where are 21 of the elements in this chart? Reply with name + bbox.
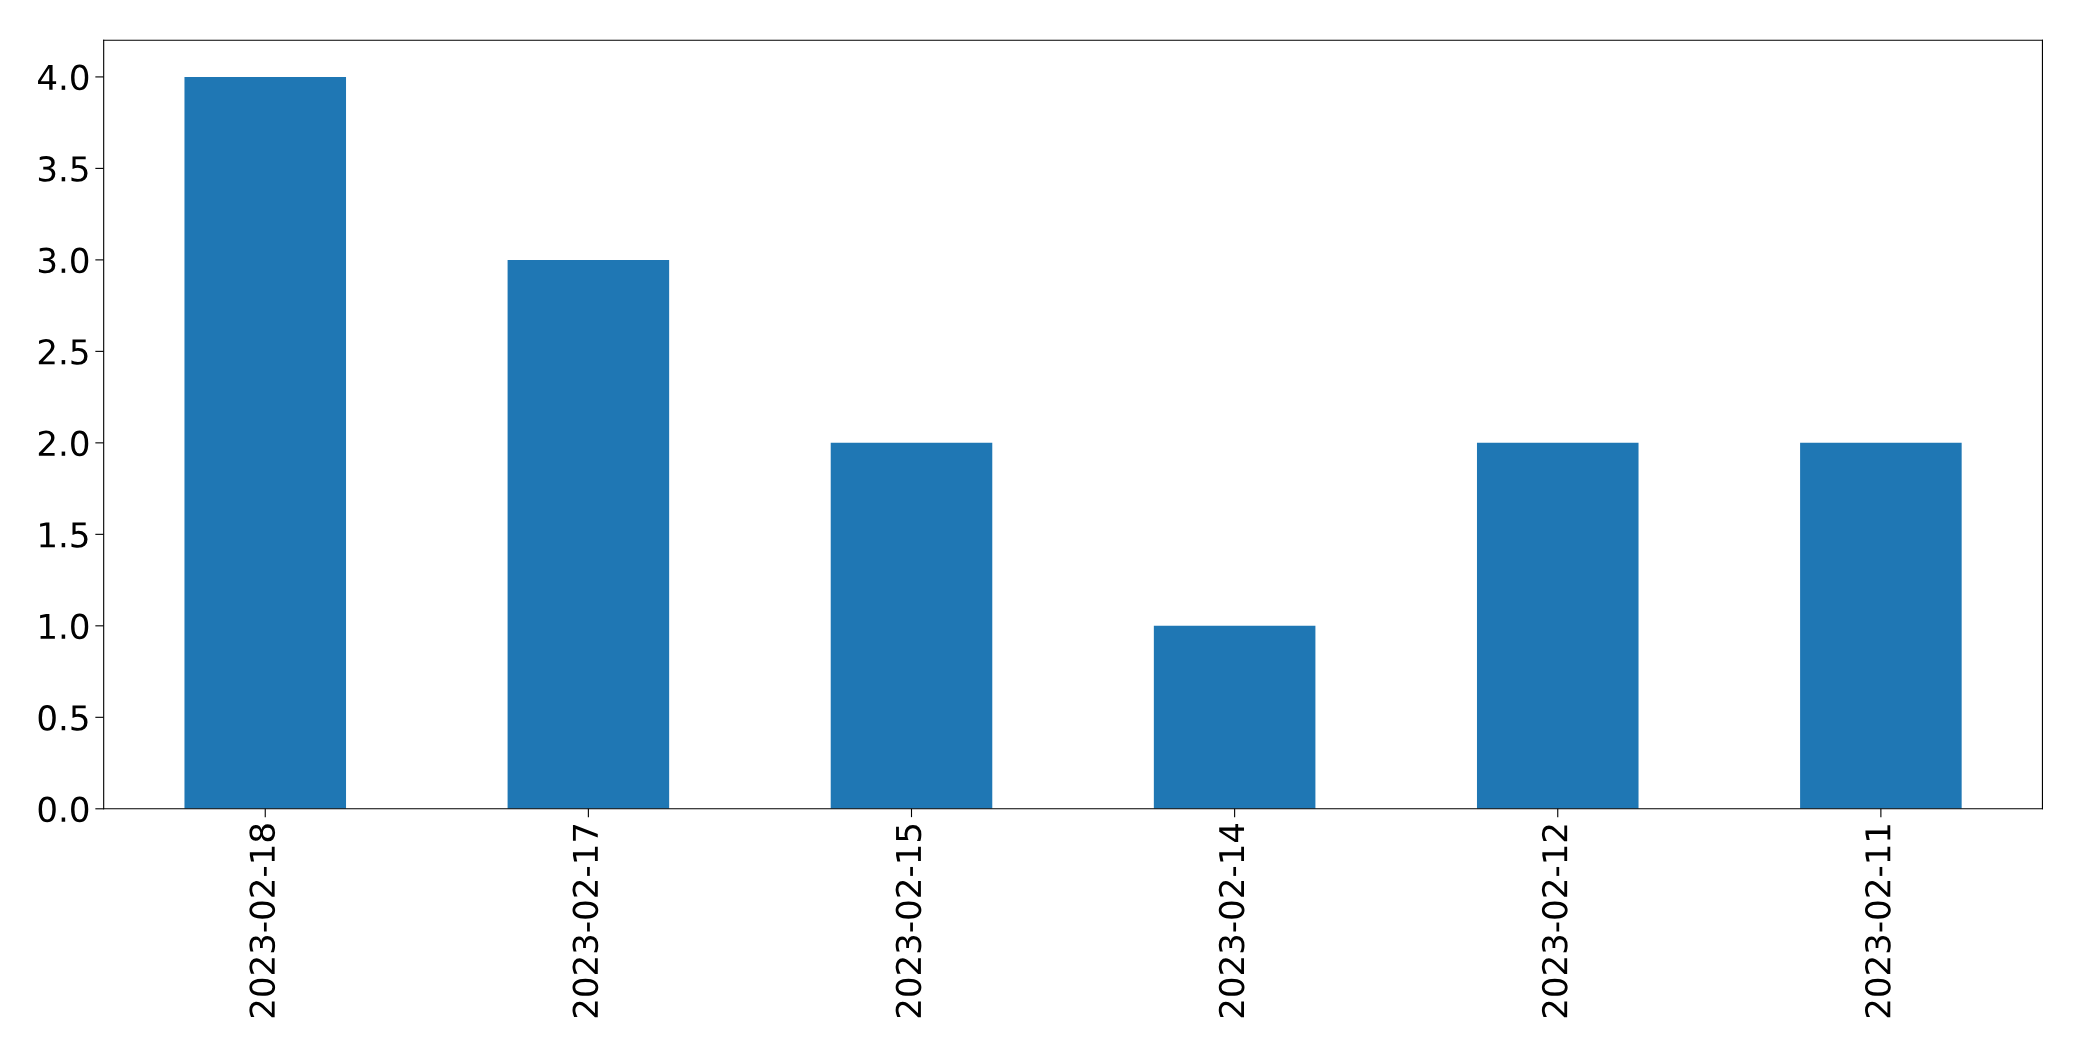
bar [507, 259, 670, 809]
y-tick-label: 2.0 [38, 430, 89, 457]
x-tick-label: 2023-02-18 [249, 824, 276, 1018]
y-tick-label: 3.0 [38, 247, 89, 274]
x-tick-label: 2023-02-15 [895, 824, 922, 1018]
x-tick-label: 2023-02-17 [572, 824, 599, 1018]
x-tick-label: 2023-02-12 [1541, 825, 1568, 1018]
bar [1476, 442, 1639, 809]
x-tick-label: 2023-02-14 [1218, 823, 1245, 1018]
bar [1153, 625, 1316, 809]
bar [1800, 442, 1962, 809]
y-tick-label: 3.5 [38, 156, 88, 182]
y-tick-label: 2.5 [38, 339, 88, 365]
x-tick-label: 2023-02-11 [1865, 825, 1891, 1018]
y-tick-label: 4.0 [38, 64, 89, 91]
bar [830, 442, 993, 809]
y-tick-label: 0.0 [38, 796, 89, 823]
y-tick-label: 1.0 [40, 613, 89, 640]
y-tick-label: 1.5 [40, 522, 88, 548]
bar [184, 76, 347, 809]
y-tick-label: 0.5 [38, 704, 88, 731]
